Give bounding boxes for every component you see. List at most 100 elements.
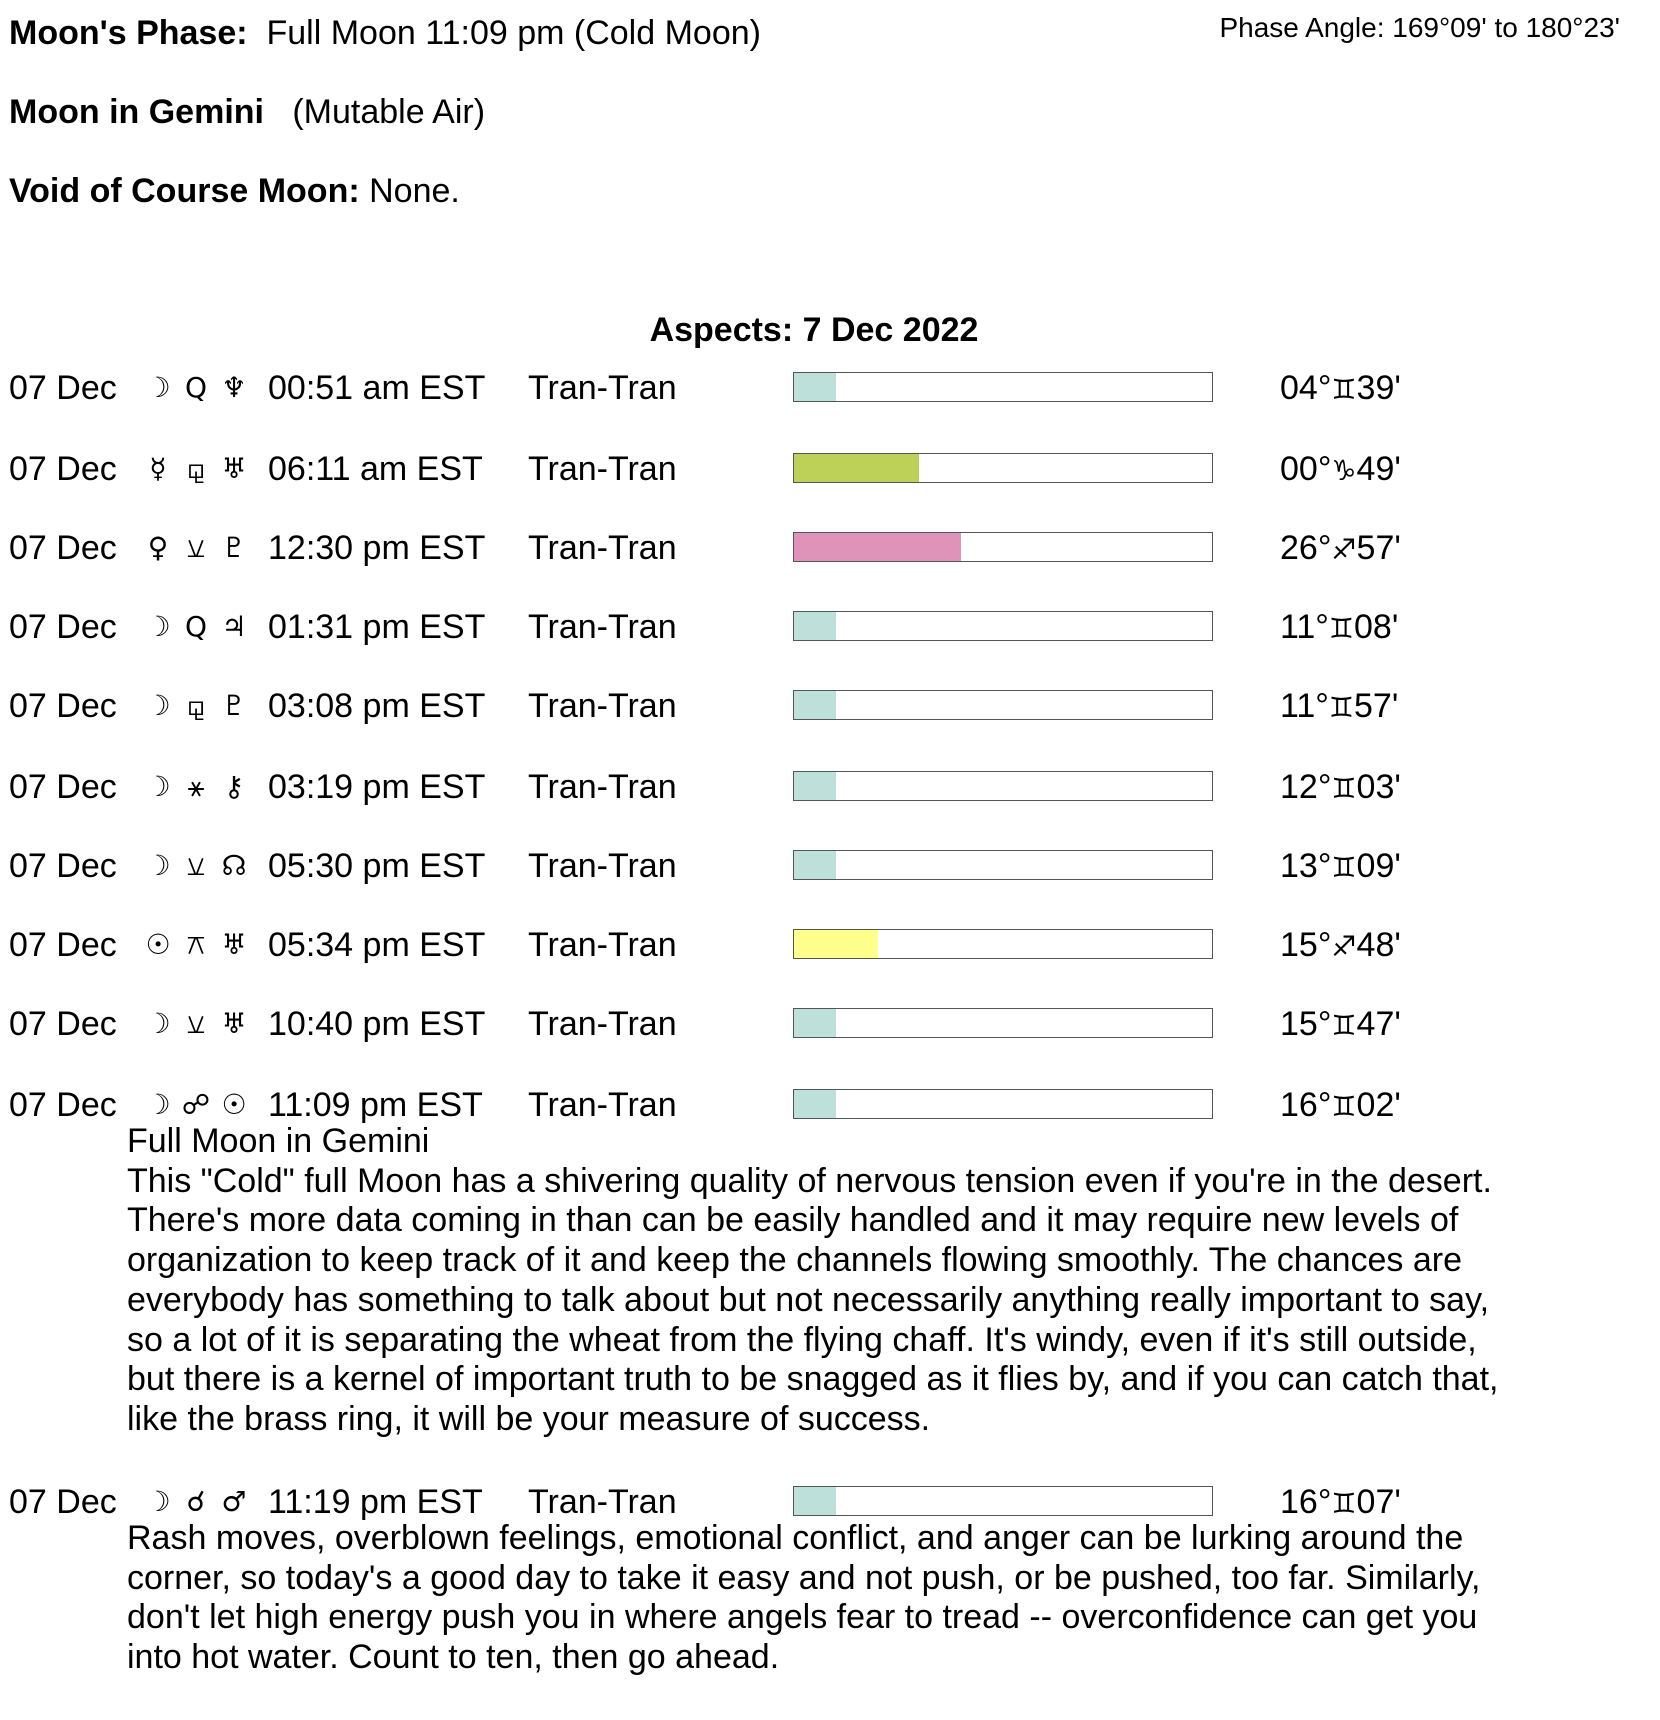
- zodiac-sign-icon: ♐: [1331, 533, 1357, 566]
- position-degrees: 11°: [1280, 687, 1329, 725]
- aspect-glyph-icon: ⚺: [186, 849, 206, 882]
- planet-glyph-icon: ☽: [145, 610, 171, 643]
- aspect-type: Tran-Tran: [528, 768, 677, 806]
- aspect-time: 12:30 pm EST: [268, 529, 486, 567]
- aspect-glyph-icon: ⚻: [186, 928, 206, 961]
- moon-sign-label: Moon in Gemini: [9, 93, 264, 131]
- position-degrees: 16°: [1280, 1086, 1332, 1124]
- aspect-date: 07 Dec: [9, 450, 117, 488]
- aspect-date: 07 Dec: [9, 847, 117, 885]
- position-degrees: 00°: [1280, 450, 1332, 488]
- aspect-position: 04°♊39': [1280, 368, 1401, 410]
- planet-glyph-icon: ♀: [147, 531, 169, 564]
- position-degrees: 26°: [1280, 529, 1332, 567]
- description-heading: Full Moon in Gemini: [127, 1122, 430, 1160]
- aspect-strength-bar: [793, 771, 1213, 801]
- aspect-time: 11:19 pm EST: [268, 1483, 483, 1521]
- planet-glyph-icon: ☉: [221, 1088, 247, 1121]
- aspect-row: 07 Dec ☽ ⚺ ♅ 10:40 pm EST Tran-Tran 15°♊47': [0, 1004, 1660, 1044]
- aspect-row: 07 Dec ☽ Q ♆ 00:51 am EST Tran-Tran 04°♊39': [0, 368, 1660, 408]
- planet-glyph-icon: ☽: [145, 1007, 171, 1040]
- aspect-type: Tran-Tran: [528, 529, 677, 567]
- aspect-strength-fill: [794, 454, 920, 482]
- aspect-strength-fill: [794, 1487, 836, 1515]
- aspect-strength-fill: [794, 772, 836, 800]
- aspect-strength-bar: [793, 850, 1213, 880]
- aspect-strength-bar: [793, 929, 1213, 959]
- aspect-row: 07 Dec ☿ ⚼ ♅ 06:11 am EST Tran-Tran 00°♑49': [0, 449, 1660, 489]
- aspect-description: Rash moves, overblown feelings, emotiona…: [127, 1519, 1480, 1678]
- aspect-type: Tran-Tran: [528, 847, 677, 885]
- aspect-position: 00°♑49': [1280, 449, 1401, 491]
- position-minutes: 09': [1356, 847, 1401, 885]
- phase-angle: Phase Angle: 169°09' to 180°23': [1219, 12, 1620, 43]
- moon-phase: Moon's Phase: Full Moon 11:09 pm (Cold M…: [9, 13, 761, 53]
- aspect-strength-fill: [794, 1009, 836, 1037]
- position-degrees: 04°: [1280, 369, 1332, 407]
- aspect-type: Tran-Tran: [528, 450, 677, 488]
- aspect-date: 07 Dec: [9, 926, 117, 964]
- description-line: but there is a kernel of important truth…: [127, 1360, 1499, 1399]
- aspect-strength-bar: [793, 690, 1213, 720]
- planet-glyph-icon: ☽: [145, 371, 171, 404]
- aspect-strength-bar: [793, 611, 1213, 641]
- aspect-position: 16°♊02': [1280, 1085, 1401, 1127]
- aspect-symbols: ☽ ⚺ ☊: [139, 846, 253, 886]
- planet-glyph-icon: ♇: [221, 689, 247, 722]
- aspect-date: 07 Dec: [9, 529, 117, 567]
- aspect-type: Tran-Tran: [528, 1086, 677, 1124]
- aspect-time: 06:11 am EST: [268, 450, 483, 488]
- aspect-symbols: ☽ ⚹ ⚷: [139, 767, 253, 807]
- aspect-type: Tran-Tran: [528, 608, 677, 646]
- aspect-position: 15°♐48': [1280, 925, 1401, 967]
- description-line: like the brass ring, it will be your mea…: [127, 1399, 931, 1438]
- planet-glyph-icon: ☿: [149, 452, 167, 485]
- aspect-position: 26°♐57': [1280, 528, 1401, 570]
- aspect-time: 11:09 pm EST: [268, 1086, 483, 1124]
- moon-phase-value: Full Moon 11:09 pm (Cold Moon): [266, 14, 761, 52]
- aspect-glyph-icon: ⚺: [186, 531, 206, 564]
- description-line: Rash moves, overblown feelings, emotiona…: [127, 1519, 1464, 1557]
- aspect-type: Tran-Tran: [528, 369, 677, 407]
- aspect-time: 05:34 pm EST: [268, 926, 486, 964]
- position-minutes: 07': [1356, 1483, 1401, 1521]
- position-degrees: 12°: [1280, 768, 1332, 806]
- planet-glyph-icon: ☉: [145, 928, 171, 961]
- aspect-date: 07 Dec: [9, 768, 117, 806]
- aspect-position: 13°♊09': [1280, 846, 1401, 888]
- position-degrees: 16°: [1280, 1483, 1332, 1521]
- planet-glyph-icon: ♅: [221, 1007, 247, 1040]
- position-minutes: 08': [1354, 608, 1399, 646]
- aspect-type: Tran-Tran: [528, 926, 677, 964]
- aspect-glyph-icon: ☌: [186, 1485, 206, 1518]
- aspect-symbols: ☿ ⚼ ♅: [139, 449, 253, 489]
- zodiac-sign-icon: ♊: [1331, 373, 1357, 406]
- void-of-course: Void of Course Moon: None.: [9, 171, 460, 211]
- aspect-symbols: ☽ Q ♃: [139, 607, 253, 647]
- aspect-symbols: ♀ ⚺ ♇: [139, 528, 253, 568]
- aspect-date: 07 Dec: [9, 608, 117, 646]
- aspect-strength-fill: [794, 1090, 836, 1118]
- position-degrees: 15°: [1280, 1005, 1332, 1043]
- aspect-strength-fill: [794, 612, 836, 640]
- position-minutes: 02': [1356, 1086, 1401, 1124]
- aspect-date: 07 Dec: [9, 369, 117, 407]
- description-line: don't let high energy push you in where …: [127, 1598, 1478, 1637]
- position-minutes: 57': [1354, 687, 1399, 725]
- zodiac-sign-icon: ♐: [1331, 930, 1357, 963]
- position-minutes: 48': [1356, 926, 1401, 964]
- aspect-strength-fill: [794, 373, 836, 401]
- aspect-type: Tran-Tran: [528, 1005, 677, 1043]
- planet-glyph-icon: ♆: [221, 371, 247, 404]
- aspect-strength-bar: [793, 1089, 1213, 1119]
- aspect-row: 07 Dec ☽ ☍ ☉ 11:09 pm EST Tran-Tran 16°♊02': [0, 1085, 1660, 1125]
- aspect-strength-bar: [793, 453, 1213, 483]
- description-line: everybody has something to talk about bu…: [127, 1280, 1490, 1319]
- position-minutes: 49': [1356, 450, 1401, 488]
- aspect-date: 07 Dec: [9, 687, 117, 725]
- planet-glyph-icon: ☊: [221, 849, 247, 882]
- position-minutes: 57': [1356, 529, 1401, 567]
- aspect-symbols: ☽ ☍ ☉: [139, 1085, 253, 1125]
- aspect-strength-fill: [794, 851, 836, 879]
- aspect-row: 07 Dec ☽ ⚹ ⚷ 03:19 pm EST Tran-Tran 12°♊03': [0, 767, 1660, 807]
